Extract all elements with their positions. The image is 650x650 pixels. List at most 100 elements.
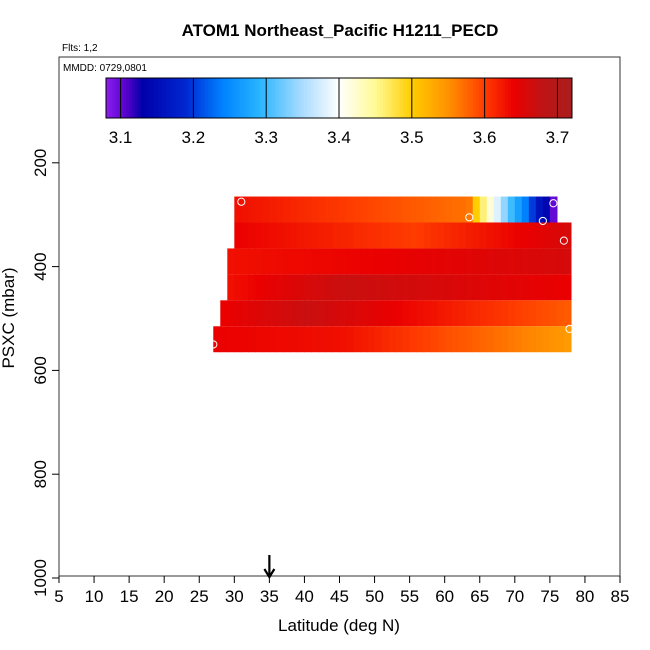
x-tick-label: 65 bbox=[470, 587, 489, 606]
heat-cell-layer-0 bbox=[430, 196, 439, 223]
colorbar-swatch bbox=[507, 78, 512, 118]
heat-cell-layer-4 bbox=[528, 300, 537, 327]
heat-cell-layer-4 bbox=[388, 300, 397, 327]
colorbar-swatch bbox=[446, 78, 451, 118]
heat-cell-layer-4 bbox=[521, 300, 530, 327]
colorbar-swatch bbox=[257, 78, 261, 118]
colorbar-swatch bbox=[475, 78, 480, 118]
x-tick-label: 80 bbox=[575, 587, 594, 606]
heat-cell-layer-2 bbox=[458, 248, 467, 275]
colorbar-swatch bbox=[277, 78, 282, 118]
colorbar-swatch bbox=[190, 78, 194, 118]
heat-cell-layer-4 bbox=[241, 300, 249, 327]
colorbar-swatch bbox=[149, 78, 154, 118]
colorbar-swatch bbox=[210, 78, 215, 118]
heat-cell-layer-4 bbox=[297, 300, 306, 327]
heat-cell-layer-5 bbox=[213, 326, 221, 353]
heat-cell-layer-3 bbox=[507, 274, 516, 301]
heat-cell-layer-4 bbox=[360, 300, 369, 327]
flights-subtitle: Flts: 1,2 bbox=[62, 43, 98, 54]
heat-cell-layer-0 bbox=[493, 196, 502, 223]
colorbar-swatch bbox=[365, 78, 369, 118]
colorbar-swatch bbox=[519, 78, 523, 118]
heat-cell-layer-3 bbox=[283, 274, 292, 301]
heat-cell-layer-1 bbox=[486, 222, 495, 249]
heat-cell-layer-4 bbox=[563, 300, 572, 327]
heat-cell-layer-1 bbox=[241, 222, 249, 249]
heat-cell-layer-5 bbox=[535, 326, 544, 353]
colorbar-swatch bbox=[528, 78, 532, 118]
x-tick-label: 55 bbox=[400, 587, 419, 606]
colorbar-swatch bbox=[135, 78, 139, 118]
heat-cell-layer-4 bbox=[514, 300, 523, 327]
heat-cell-layer-3 bbox=[423, 274, 432, 301]
colorbar-swatch bbox=[534, 78, 538, 118]
x-tick-label: 50 bbox=[365, 587, 384, 606]
colorbar-tick-label: 3.2 bbox=[182, 128, 206, 147]
colorbar-swatch bbox=[516, 78, 521, 118]
heat-cell-layer-0 bbox=[514, 196, 523, 223]
heat-cell-layer-2 bbox=[311, 248, 320, 275]
heat-cell-layer-1 bbox=[500, 222, 509, 249]
heat-cell-layer-5 bbox=[486, 326, 495, 353]
colorbar-swatch bbox=[283, 78, 288, 118]
heat-cell-layer-1 bbox=[262, 222, 270, 249]
heat-cell-layer-1 bbox=[388, 222, 397, 249]
heat-cell-layer-3 bbox=[402, 274, 411, 301]
heat-cell-layer-4 bbox=[276, 300, 284, 327]
colorbar-swatch bbox=[429, 78, 433, 118]
colorbar-swatch bbox=[289, 78, 293, 118]
heat-cell-layer-1 bbox=[402, 222, 411, 249]
colorbar-swatch bbox=[202, 78, 206, 118]
heat-cell-layer-1 bbox=[353, 222, 362, 249]
sample-marker-1 bbox=[465, 213, 474, 222]
dates-subtitle: MMDD: 0729,0801 bbox=[63, 63, 147, 74]
heat-cell-layer-4 bbox=[290, 300, 299, 327]
sample-marker-2 bbox=[538, 216, 547, 226]
heat-cell-layer-2 bbox=[234, 248, 242, 275]
heat-cell-layer-1 bbox=[563, 222, 572, 249]
heat-cell-layer-4 bbox=[451, 300, 460, 327]
heat-cell-layer-3 bbox=[325, 274, 334, 301]
heat-cell-layer-0 bbox=[479, 196, 488, 223]
heat-cell-layer-5 bbox=[276, 326, 284, 353]
heat-cell-layer-5 bbox=[465, 326, 474, 353]
colorbar-swatch bbox=[525, 78, 529, 118]
heat-cell-layer-5 bbox=[430, 326, 439, 353]
colorbar-swatch bbox=[438, 78, 442, 118]
colorbar-swatch bbox=[373, 78, 378, 118]
colorbar-swatch bbox=[108, 78, 113, 118]
heat-cell-layer-3 bbox=[486, 274, 495, 301]
heat-cell-layer-1 bbox=[283, 222, 292, 249]
heat-cell-layer-2 bbox=[465, 248, 474, 275]
heat-cell-layer-1 bbox=[297, 222, 306, 249]
heat-cell-layer-4 bbox=[395, 300, 404, 327]
colorbar-swatch bbox=[272, 78, 276, 118]
heat-cell-layer-3 bbox=[458, 274, 467, 301]
colorbar-swatch bbox=[548, 78, 553, 118]
colorbar-swatch bbox=[560, 78, 564, 118]
y-tick-label: 200 bbox=[31, 149, 50, 177]
heat-cell-layer-5 bbox=[332, 326, 341, 353]
colorbar-swatch bbox=[472, 78, 477, 118]
heat-cell-layer-0 bbox=[381, 196, 390, 223]
heat-cell-layer-4 bbox=[458, 300, 467, 327]
heat-cell-layer-5 bbox=[500, 326, 509, 353]
colorbar-swatch bbox=[493, 78, 497, 118]
heat-cell-layer-0 bbox=[346, 196, 355, 223]
heat-cell-layer-3 bbox=[311, 274, 320, 301]
heat-cell-layer-2 bbox=[388, 248, 397, 275]
heat-cell-layer-2 bbox=[521, 248, 530, 275]
heat-cell-layer-2 bbox=[374, 248, 383, 275]
heat-cell-layer-3 bbox=[353, 274, 362, 301]
colorbar bbox=[105, 77, 573, 119]
heat-cell-layer-3 bbox=[493, 274, 502, 301]
heat-cell-layer-2 bbox=[276, 248, 284, 275]
colorbar-swatch bbox=[435, 78, 439, 118]
colorbar-swatch bbox=[321, 78, 325, 118]
colorbar-swatch bbox=[505, 78, 509, 118]
heat-cell-layer-4 bbox=[486, 300, 495, 327]
colorbar-swatch bbox=[280, 78, 285, 118]
heat-cell-layer-3 bbox=[514, 274, 523, 301]
